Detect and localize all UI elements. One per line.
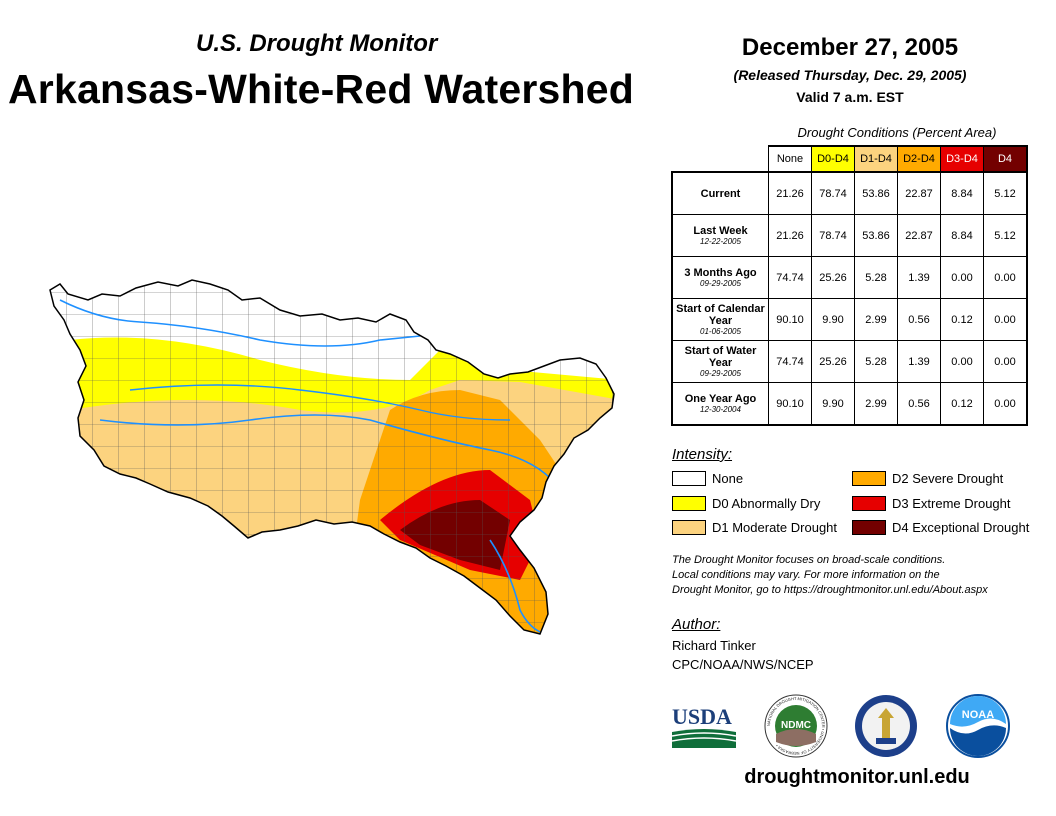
legend-item-d4: D4 Exceptional Drought: [852, 520, 1029, 535]
col-header-none: None: [768, 145, 812, 173]
row-label: Current: [671, 171, 769, 215]
cell: 78.74: [811, 214, 855, 257]
website-link[interactable]: droughtmonitor.unl.edu: [744, 766, 970, 788]
cell: 0.00: [983, 256, 1028, 299]
col-header-d1-d4: D1-D4: [854, 145, 898, 173]
row-label: Start of Calendar Year 01-06-2005: [671, 298, 769, 341]
author-label: Author:: [672, 616, 721, 633]
cell: 0.00: [983, 382, 1028, 426]
cell: 74.74: [768, 256, 812, 299]
cell: 0.12: [940, 382, 984, 426]
note-link[interactable]: Drought Monitor, go to https://droughtmo…: [672, 584, 988, 596]
cell: 1.39: [897, 340, 941, 383]
cell: 0.56: [897, 298, 941, 341]
legend-item-none: None: [672, 471, 743, 486]
legend-item-d3: D3 Extreme Drought: [852, 496, 1011, 511]
cell: 0.00: [940, 256, 984, 299]
cell: 2.99: [854, 298, 898, 341]
note-line: Local conditions may vary. For more info…: [672, 569, 940, 581]
table-row: Start of Calendar Year 01-06-2005 90.10 9…: [671, 298, 1028, 341]
watershed-map: [49, 279, 615, 635]
cell: 8.84: [940, 171, 984, 215]
cell: 53.86: [854, 214, 898, 257]
cell: 5.28: [854, 340, 898, 383]
legend-item-d1: D1 Moderate Drought: [672, 520, 837, 535]
cell: 90.10: [768, 298, 812, 341]
noaa-logo-text: NOAA: [962, 709, 994, 721]
legend-swatch: [672, 520, 706, 535]
legend-label: D0 Abnormally Dry: [712, 496, 821, 511]
usda-logo-text: USDA: [672, 704, 732, 729]
legend-label: D3 Extreme Drought: [892, 496, 1011, 511]
cell: 0.56: [897, 382, 941, 426]
cell: 74.74: [768, 340, 812, 383]
legend-label: D2 Severe Drought: [892, 471, 1004, 486]
cell: 0.00: [983, 340, 1028, 383]
map-date: December 27, 2005: [741, 34, 959, 61]
row-label: Start of Water Year 09-29-2005: [671, 340, 769, 383]
col-header-d2-d4: D2-D4: [897, 145, 941, 173]
cell: 25.26: [811, 340, 855, 383]
disclaimer-note: The Drought Monitor focuses on broad-sca…: [672, 553, 1042, 598]
release-date: (Released Thursday, Dec. 29, 2005): [733, 67, 967, 83]
author-name: Richard Tinker: [672, 638, 756, 653]
legend-label: None: [712, 471, 744, 486]
legend-swatch: [672, 471, 706, 486]
cell: 9.90: [811, 298, 855, 341]
table-caption: Drought Conditions (Percent Area): [797, 125, 997, 140]
note-line: The Drought Monitor focuses on broad-sca…: [672, 554, 946, 566]
legend-item-d0: D0 Abnormally Dry: [672, 496, 820, 511]
cell: 53.86: [854, 171, 898, 215]
cell: 22.87: [897, 214, 941, 257]
col-header-d0-d4: D0-D4: [811, 145, 855, 173]
col-header-d3-d4: D3-D4: [940, 145, 984, 173]
legend-swatch: [852, 471, 886, 486]
cell: 22.87: [897, 171, 941, 215]
col-header-d4: D4: [983, 145, 1028, 173]
doc-seal-logo: [855, 695, 917, 757]
ndmc-logo: NATIONAL DROUGHT MITIGATION CENTER • UNI…: [764, 694, 828, 758]
table-row: Start of Water Year 09-29-2005 74.74 25.2…: [671, 340, 1028, 383]
table-row: One Year Ago 12-30-2004 90.10 9.90 2.99 0…: [671, 382, 1028, 426]
row-label: One Year Ago 12-30-2004: [671, 382, 769, 426]
usda-logo: USDA: [671, 704, 737, 748]
cell: 25.26: [811, 256, 855, 299]
map-subtitle: U.S. Drought Monitor: [196, 30, 438, 57]
cell: 5.12: [983, 171, 1028, 215]
drought-conditions-table: None D0-D4 D1-D4 D2-D4 D3-D4 D4 Current …: [671, 145, 1028, 426]
legend-item-d2: D2 Severe Drought: [852, 471, 1003, 486]
cell: 0.00: [940, 340, 984, 383]
cell: 21.26: [768, 214, 812, 257]
cell: 0.00: [983, 298, 1028, 341]
cell: 5.12: [983, 214, 1028, 257]
cell: 8.84: [940, 214, 984, 257]
cell: 9.90: [811, 382, 855, 426]
cell: 5.28: [854, 256, 898, 299]
legend-swatch: [672, 496, 706, 511]
legend-label: D1 Moderate Drought: [712, 520, 838, 535]
cell: 2.99: [854, 382, 898, 426]
cell: 0.12: [940, 298, 984, 341]
cell: 90.10: [768, 382, 812, 426]
table-row: 3 Months Ago 09-29-2005 74.74 25.26 5.28 …: [671, 256, 1028, 299]
cell: 1.39: [897, 256, 941, 299]
map-title: Arkansas-White-Red Watershed: [8, 66, 635, 112]
legend-swatch: [852, 520, 886, 535]
valid-time: Valid 7 a.m. EST: [796, 89, 904, 105]
table-row: Current 21.26 78.74 53.86 22.87 8.84 5.1…: [671, 171, 1028, 215]
author-org: CPC/NOAA/NWS/NCEP: [672, 657, 814, 672]
table-row: Last Week 12-22-2005 21.26 78.74 53.86 22…: [671, 214, 1028, 257]
row-label: Last Week 12-22-2005: [671, 214, 769, 257]
cell: 78.74: [811, 171, 855, 215]
cell: 21.26: [768, 171, 812, 215]
ndmc-logo-text: NDMC: [781, 720, 811, 731]
legend-title: Intensity:: [672, 446, 733, 463]
row-label: 3 Months Ago 09-29-2005: [671, 256, 769, 299]
legend-label: D4 Exceptional Drought: [892, 520, 1030, 535]
legend-swatch: [852, 496, 886, 511]
noaa-logo: NOAA: [946, 694, 1010, 758]
